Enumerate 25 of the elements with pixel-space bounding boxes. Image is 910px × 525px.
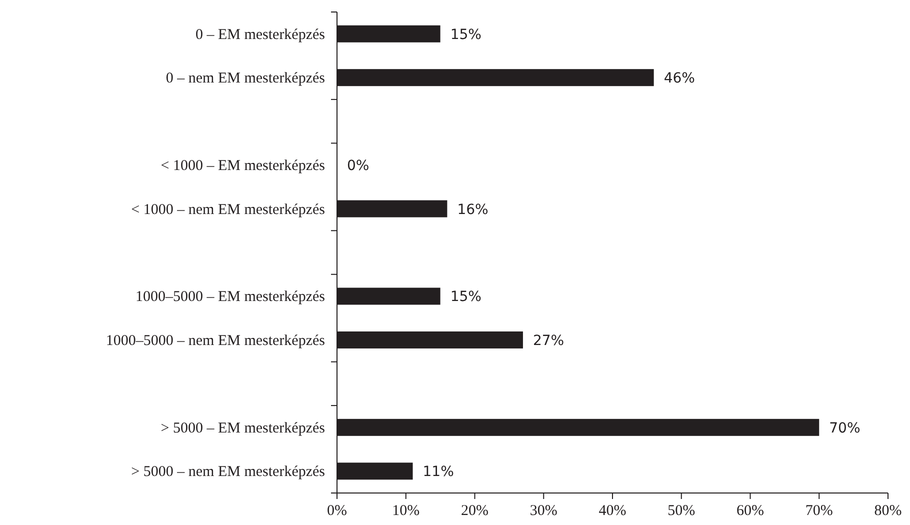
x-tick-label: 60% (736, 503, 764, 519)
data-label: 70% (829, 420, 860, 436)
data-label: 11% (422, 464, 454, 480)
y-tick-label: 0 – EM mesterképzés (195, 26, 326, 43)
data-label: 15% (450, 26, 482, 43)
x-tick-label: 40% (598, 503, 626, 519)
data-label: 16% (457, 202, 488, 218)
y-tick-label: < 1000 – nem EM mesterképzés (131, 202, 326, 218)
x-tick-label: 10% (392, 503, 420, 519)
y-tick-label: < 1000 – EM mesterképzés (160, 158, 326, 174)
y-tick-label: > 5000 – EM mesterképzés (160, 420, 326, 436)
data-label: 46% (664, 70, 695, 87)
x-tick-label: 30% (530, 503, 558, 519)
y-tick-label: 1000–5000 – nem EM mesterképzés (106, 332, 326, 349)
data-label: 0% (347, 158, 370, 174)
x-tick-label: 70% (805, 503, 833, 519)
data-label: 15% (450, 289, 482, 306)
x-tick-label: 50% (668, 503, 696, 519)
y-tick-label: 0 – nem EM mesterképzés (166, 70, 326, 87)
x-tick-label: 0% (327, 503, 347, 519)
x-tick-label: 20% (461, 503, 488, 519)
y-tick-label: > 5000 – nem EM mesterképzés (131, 464, 326, 480)
x-tick-label: 80% (874, 503, 902, 519)
y-tick-label: 1000–5000 – EM mesterképzés (135, 289, 326, 306)
data-label: 27% (532, 332, 564, 349)
